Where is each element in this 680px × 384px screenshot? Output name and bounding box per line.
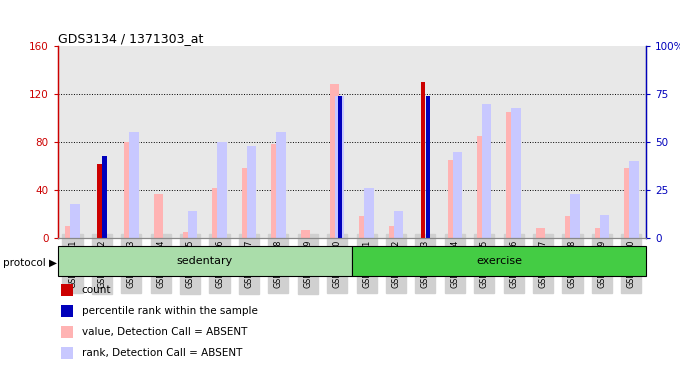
- Text: value, Detection Call = ABSENT: value, Detection Call = ABSENT: [82, 327, 247, 337]
- Bar: [97, 164, 101, 238]
- Bar: [242, 169, 251, 238]
- Bar: [447, 160, 457, 238]
- Text: percentile rank within the sample: percentile rank within the sample: [82, 306, 258, 316]
- Bar: [595, 228, 604, 238]
- Bar: [276, 132, 286, 238]
- Bar: [337, 96, 342, 238]
- Bar: [571, 194, 579, 238]
- Bar: [65, 226, 75, 238]
- Bar: [629, 161, 639, 238]
- Bar: [482, 104, 492, 238]
- Text: exercise: exercise: [476, 256, 522, 266]
- Bar: [335, 96, 344, 238]
- Bar: [129, 132, 139, 238]
- Bar: [360, 217, 369, 238]
- Bar: [212, 188, 222, 238]
- Bar: [301, 230, 310, 238]
- Text: GDS3134 / 1371303_at: GDS3134 / 1371303_at: [58, 32, 203, 45]
- Bar: [389, 226, 398, 238]
- Bar: [124, 142, 133, 238]
- Text: sedentary: sedentary: [177, 256, 233, 266]
- Bar: [364, 188, 374, 238]
- Bar: [536, 228, 545, 238]
- Bar: [421, 82, 425, 238]
- Bar: [330, 84, 339, 238]
- Bar: [477, 136, 486, 238]
- Text: protocol ▶: protocol ▶: [3, 258, 57, 268]
- Bar: [58, 246, 352, 276]
- Bar: [624, 169, 634, 238]
- Bar: [394, 211, 403, 238]
- Bar: [154, 194, 163, 238]
- Bar: [247, 146, 256, 238]
- Bar: [271, 144, 281, 238]
- Bar: [565, 217, 575, 238]
- Text: count: count: [82, 285, 111, 295]
- Bar: [511, 108, 521, 238]
- Bar: [102, 156, 107, 238]
- Bar: [188, 211, 197, 238]
- Bar: [507, 112, 516, 238]
- Bar: [218, 142, 226, 238]
- Bar: [183, 232, 192, 238]
- Text: rank, Detection Call = ABSENT: rank, Detection Call = ABSENT: [82, 348, 242, 358]
- Bar: [352, 246, 646, 276]
- Bar: [70, 204, 80, 238]
- Bar: [600, 215, 609, 238]
- Bar: [426, 96, 430, 238]
- Bar: [453, 152, 462, 238]
